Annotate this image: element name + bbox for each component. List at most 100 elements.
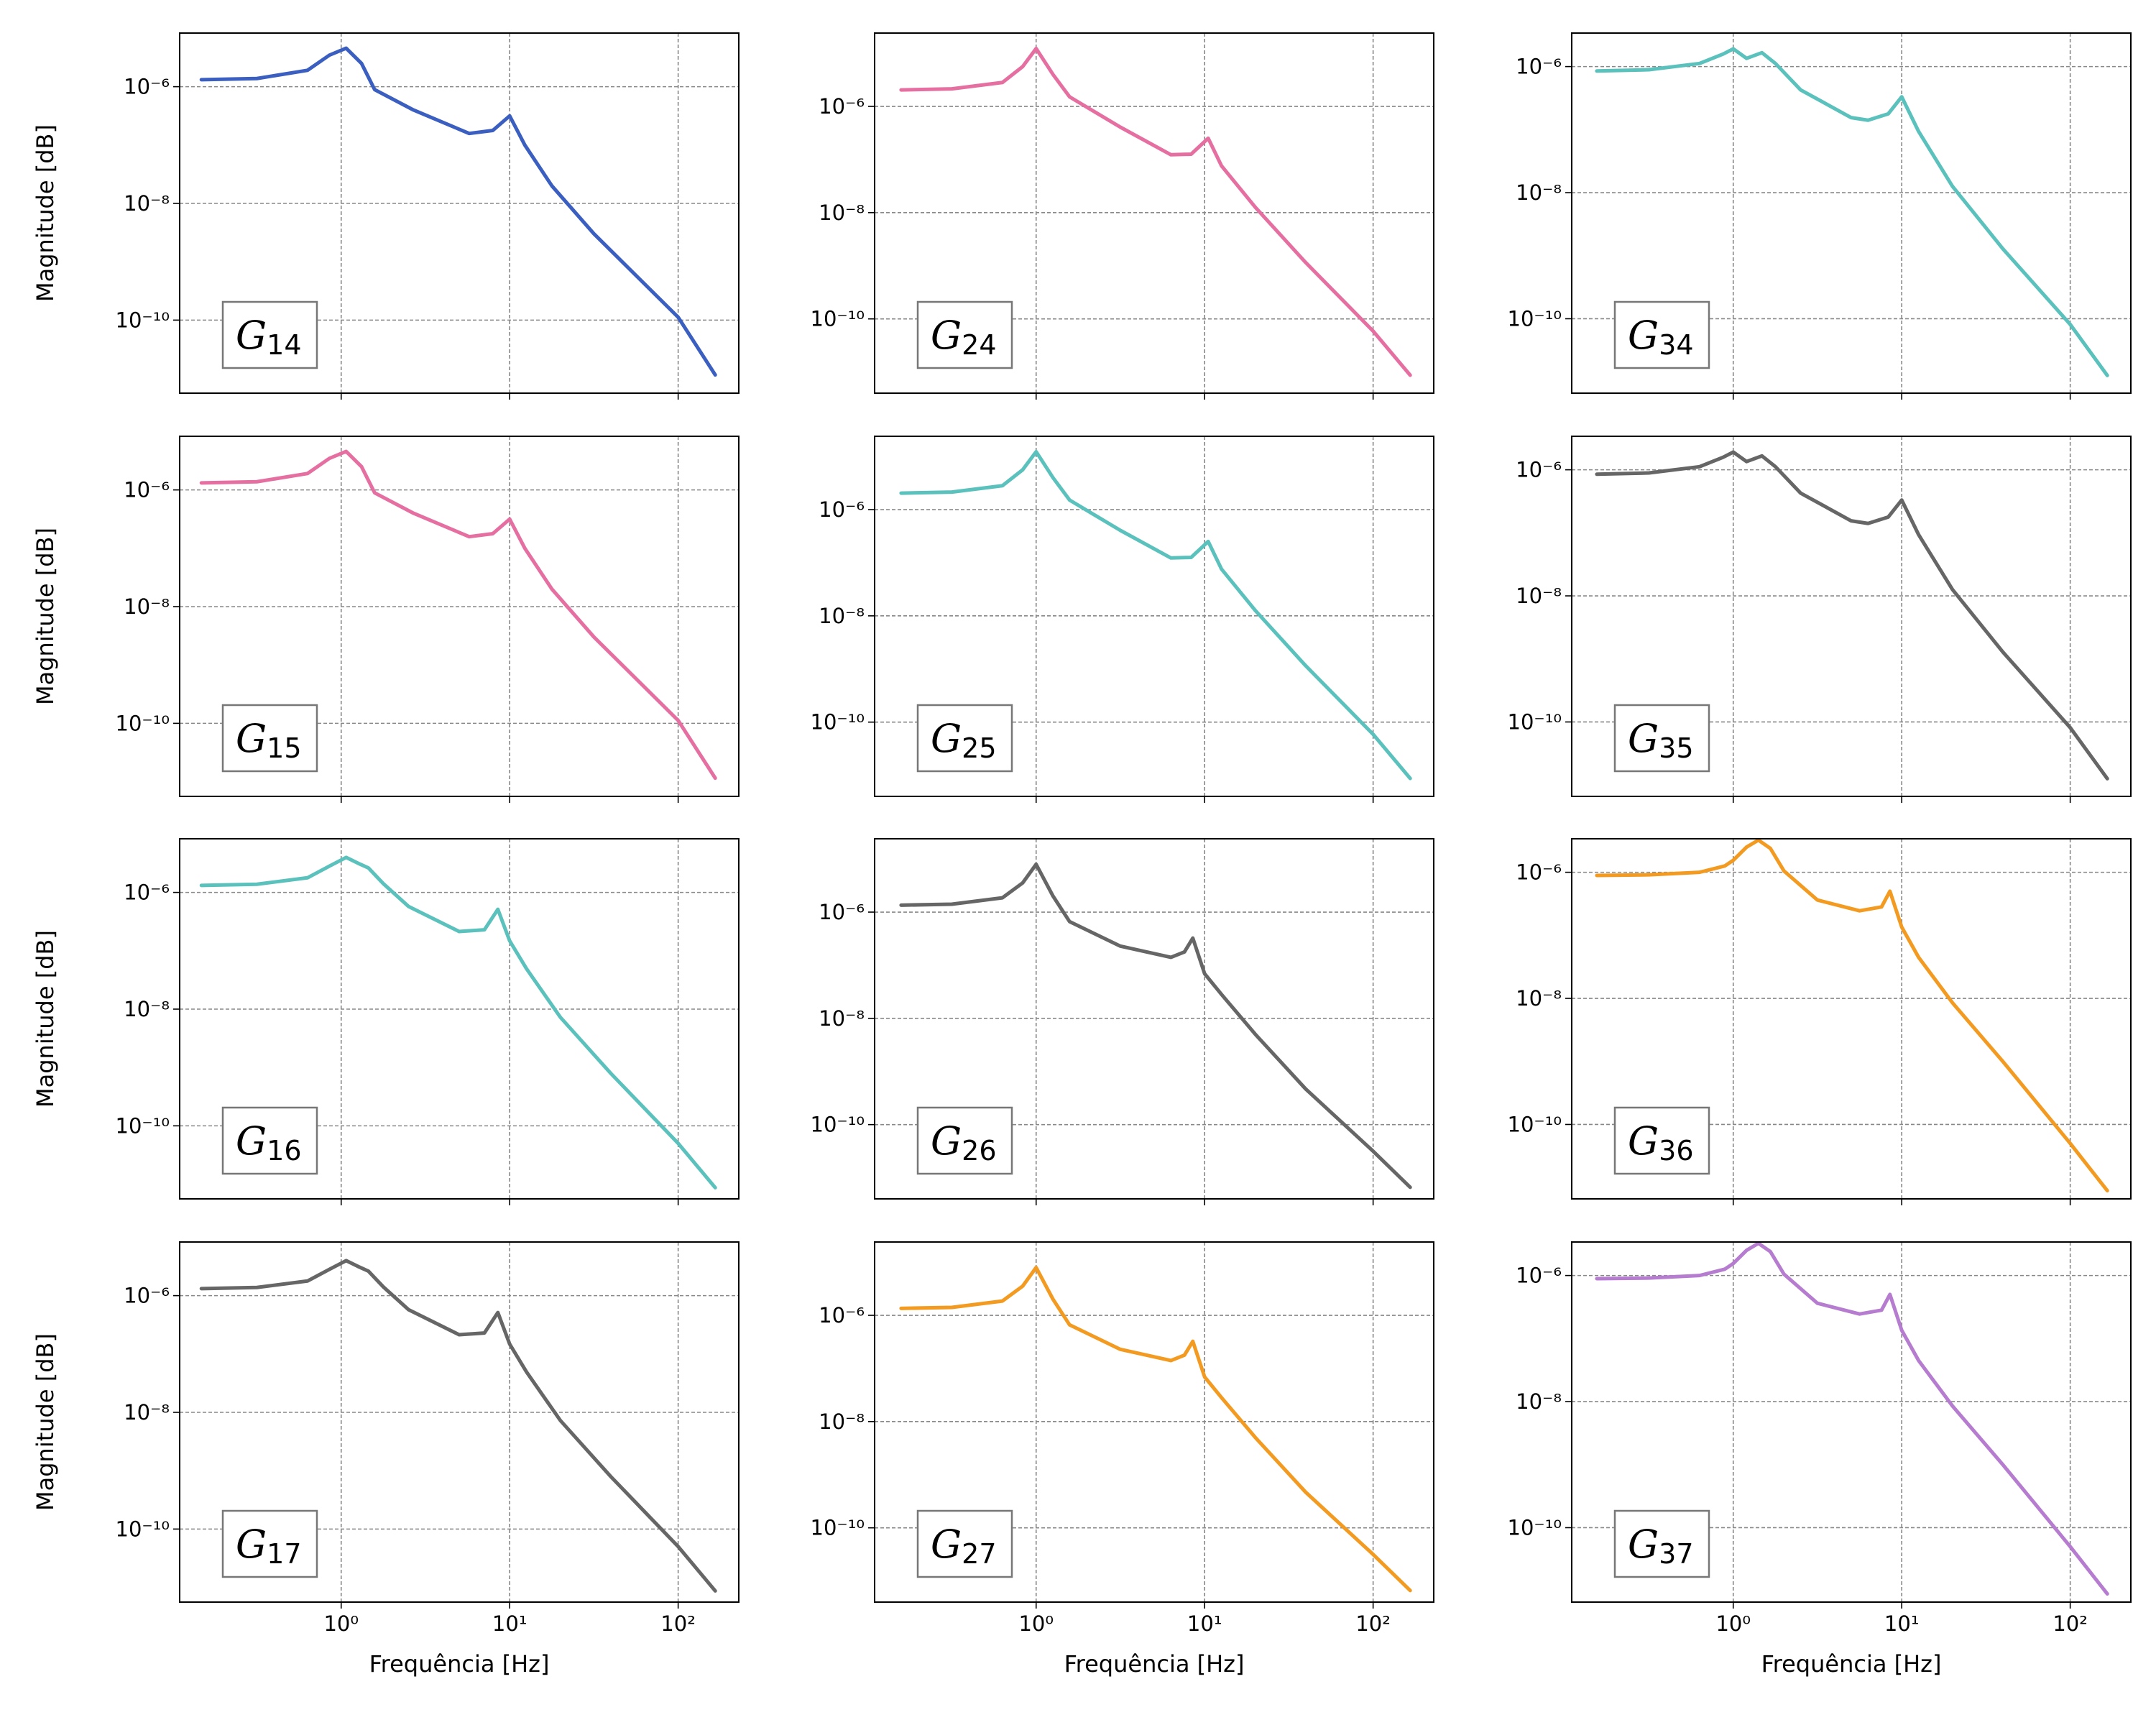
- y-tick-label: 10⁻¹⁰: [811, 307, 865, 331]
- y-tick-label: 10⁻⁸: [1516, 1389, 1562, 1414]
- x-tick-label: 10⁰: [1715, 1611, 1751, 1636]
- series-line: [1595, 1241, 2109, 1596]
- annotation: G37: [1628, 1522, 1694, 1570]
- y-tick-label: 10⁻⁶: [819, 900, 865, 924]
- annotation-box: [1613, 300, 1710, 369]
- annotation-symbol: G: [1628, 1522, 1659, 1567]
- series-line: [1595, 838, 2109, 1193]
- y-tick-label: 10⁻⁸: [124, 191, 170, 216]
- series-line: [199, 1259, 717, 1593]
- annotation: G25: [931, 716, 997, 765]
- y-axis-label: Magnitude [dB]: [32, 1333, 59, 1511]
- subplot: 10⁻¹⁰ 10⁻⁸ 10⁻⁶ 10⁰ 10¹ 10² G17 Magnitude [dB] F…: [32, 1241, 740, 1678]
- y-tick-label: 10⁻⁶: [819, 94, 865, 119]
- series-line: [199, 855, 717, 1190]
- series-line: [899, 46, 1412, 377]
- annotation-box: [916, 1106, 1013, 1175]
- subplot: 10⁻¹⁰ 10⁻⁸ 10⁻⁶ G34: [1508, 32, 2132, 400]
- annotation-symbol: G: [931, 1118, 962, 1164]
- annotation-symbol: G: [236, 1522, 267, 1567]
- y-tick-label: 10⁻⁸: [124, 1400, 170, 1425]
- y-tick-label: 10⁻⁸: [819, 604, 865, 628]
- y-tick-label: 10⁻¹⁰: [811, 1113, 865, 1137]
- annotation-box: [916, 704, 1013, 773]
- annotation-symbol: G: [1628, 313, 1659, 358]
- x-tick-label: 10⁰: [323, 1611, 359, 1636]
- annotation-box: [1613, 1509, 1710, 1578]
- y-tick-label: 10⁻¹⁰: [116, 308, 170, 332]
- plot-frame: [179, 32, 740, 394]
- plot-frame: [179, 436, 740, 797]
- annotation-symbol: G: [931, 716, 962, 761]
- y-tick-label: 10⁻¹⁰: [811, 1516, 865, 1540]
- x-axis-label: Frequência [Hz]: [1064, 1650, 1245, 1678]
- annotation-symbol: G: [931, 313, 962, 358]
- x-tick-label: 10¹: [1187, 1611, 1222, 1636]
- x-axis-label: Frequência [Hz]: [369, 1650, 550, 1678]
- annotation-subscript: 25: [962, 732, 996, 764]
- plot-frame: [874, 436, 1434, 797]
- y-tick-label: 10⁻⁶: [819, 1303, 865, 1328]
- plot-frame: [874, 838, 1434, 1200]
- y-tick-label: 10⁻⁶: [1516, 55, 1562, 79]
- annotation-box: [221, 1106, 318, 1175]
- x-axis-label: Frequência [Hz]: [1761, 1650, 1942, 1678]
- series-line: [899, 449, 1412, 781]
- series-line: [199, 449, 717, 781]
- annotation: G34: [1628, 313, 1694, 362]
- y-tick-label: 10⁻⁶: [124, 75, 170, 99]
- annotation-subscript: 17: [267, 1538, 301, 1570]
- y-tick-label: 10⁻⁸: [1516, 180, 1562, 205]
- y-tick-label: 10⁻⁸: [819, 1409, 865, 1434]
- y-tick-label: 10⁻⁶: [124, 1284, 170, 1308]
- series-line: [899, 862, 1412, 1190]
- subplot: 10⁻¹⁰ 10⁻⁸ 10⁻⁶ G15 Magnitude [dB]: [32, 436, 740, 803]
- annotation-subscript: 16: [267, 1135, 301, 1167]
- annotation-box: [1613, 704, 1710, 773]
- annotation-box: [916, 300, 1013, 369]
- y-tick-label: 10⁻⁶: [124, 880, 170, 905]
- subplot: 10⁻¹⁰ 10⁻⁸ 10⁻⁶ 10⁰ 10¹ 10² G37 Frequência [Hz]: [1508, 1241, 2132, 1678]
- annotation-subscript: 35: [1659, 732, 1693, 764]
- series-line: [1595, 47, 2109, 377]
- annotation-box: [916, 1509, 1013, 1578]
- subplot: 10⁻¹⁰ 10⁻⁸ 10⁻⁶ 10⁰ 10¹ 10² G27 Frequência [Hz]: [811, 1241, 1434, 1678]
- y-axis-label: Magnitude [dB]: [32, 930, 59, 1108]
- y-tick-label: 10⁻¹⁰: [1508, 709, 1562, 734]
- subplot: 10⁻¹⁰ 10⁻⁸ 10⁻⁶ G26: [811, 838, 1434, 1205]
- annotation: G17: [236, 1522, 302, 1570]
- y-tick-label: 10⁻⁸: [1516, 584, 1562, 608]
- annotation-symbol: G: [236, 716, 267, 761]
- series-line: [899, 1266, 1412, 1593]
- annotation: G24: [931, 313, 997, 362]
- plot-frame: [1571, 838, 2132, 1200]
- subplot: 10⁻¹⁰ 10⁻⁸ 10⁻⁶ G14 Magnitude [dB]: [32, 32, 740, 400]
- y-tick-label: 10⁻⁶: [819, 497, 865, 522]
- annotation: G36: [1628, 1118, 1694, 1167]
- y-tick-label: 10⁻¹⁰: [116, 711, 170, 735]
- plot-frame: [874, 32, 1434, 394]
- y-tick-label: 10⁻¹⁰: [1508, 306, 1562, 331]
- series-line: [1595, 450, 2109, 781]
- plot-frame: [179, 838, 740, 1200]
- y-tick-label: 10⁻⁶: [124, 478, 170, 502]
- annotation-subscript: 36: [1659, 1135, 1693, 1167]
- y-tick-label: 10⁻⁸: [1516, 986, 1562, 1011]
- annotation-box: [1613, 1106, 1710, 1175]
- y-tick-label: 10⁻⁸: [819, 201, 865, 225]
- x-tick-label: 10²: [2053, 1611, 2088, 1636]
- annotation-box: [221, 300, 318, 369]
- annotation-box: [221, 704, 318, 773]
- subplot: 10⁻¹⁰ 10⁻⁸ 10⁻⁶ G25: [811, 436, 1434, 803]
- annotation: G27: [931, 1522, 997, 1570]
- annotation-subscript: 37: [1659, 1538, 1693, 1570]
- x-tick-label: 10¹: [492, 1611, 528, 1636]
- plot-frame: [1571, 32, 2132, 394]
- plot-frame: [874, 1241, 1434, 1603]
- annotation-subscript: 27: [962, 1538, 996, 1570]
- y-tick-label: 10⁻⁸: [124, 997, 170, 1021]
- y-tick-label: 10⁻¹⁰: [811, 710, 865, 735]
- plot-frame: [1571, 1241, 2132, 1603]
- y-axis-label: Magnitude [dB]: [32, 124, 59, 302]
